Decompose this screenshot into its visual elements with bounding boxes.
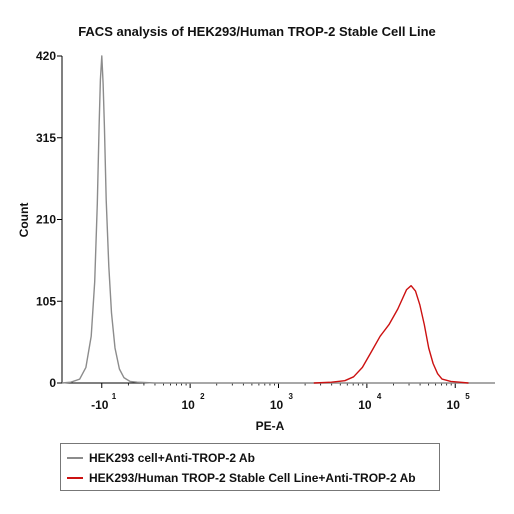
legend-item-hek293-cell: HEK293 cell+Anti-TROP-2 Ab bbox=[67, 449, 255, 467]
legend-label: HEK293/Human TROP-2 Stable Cell Line+Ant… bbox=[89, 471, 416, 485]
y-axis-ticks: 0 105 210 315 420 bbox=[36, 49, 62, 390]
y-tick-label: 0 bbox=[49, 376, 56, 390]
x-tick-label: 10 bbox=[270, 398, 284, 412]
series-line-0 bbox=[62, 56, 495, 383]
x-tick-exponent: 3 bbox=[289, 392, 294, 401]
y-tick-label: 315 bbox=[36, 131, 56, 145]
legend-item-trop2-stable-line: HEK293/Human TROP-2 Stable Cell Line+Ant… bbox=[67, 469, 416, 487]
x-tick-exponent: 4 bbox=[377, 392, 382, 401]
series-layer bbox=[62, 56, 495, 383]
y-axis-label: Count bbox=[17, 203, 31, 238]
legend-swatch-gray bbox=[67, 457, 83, 459]
axes bbox=[62, 56, 495, 383]
legend-label: HEK293 cell+Anti-TROP-2 Ab bbox=[89, 451, 255, 465]
x-tick-label: -10 bbox=[91, 398, 109, 412]
x-tick-label: 10 bbox=[447, 398, 461, 412]
x-tick-exponent: 2 bbox=[200, 392, 205, 401]
y-tick-label: 420 bbox=[36, 49, 56, 63]
series-line-1 bbox=[314, 286, 469, 383]
x-tick-exponent: 1 bbox=[112, 392, 117, 401]
legend: HEK293 cell+Anti-TROP-2 Ab HEK293/Human … bbox=[60, 443, 440, 491]
x-tick-label: 10 bbox=[181, 398, 195, 412]
y-tick-label: 210 bbox=[36, 213, 56, 227]
y-tick-label: 105 bbox=[36, 294, 56, 308]
x-axis-label: PE-A bbox=[256, 419, 285, 433]
legend-swatch-red bbox=[67, 477, 83, 479]
x-tick-exponent: 5 bbox=[465, 392, 470, 401]
x-tick-label: 10 bbox=[358, 398, 372, 412]
x-axis-ticks: -101 10 2 10 3 10 4 10 5 bbox=[91, 383, 470, 412]
